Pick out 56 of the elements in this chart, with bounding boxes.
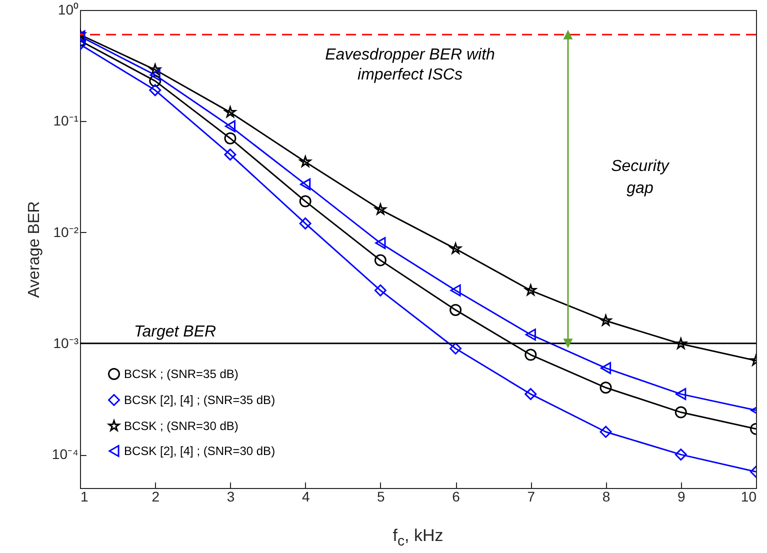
point	[299, 195, 312, 208]
legend-label: BCSK [2], [4] ; (SNR=30 dB)	[124, 444, 276, 458]
point	[149, 74, 162, 87]
point	[600, 362, 612, 374]
point	[224, 148, 236, 161]
point	[674, 406, 687, 418]
point	[150, 69, 160, 82]
annotation: Security gap	[611, 158, 670, 197]
point	[524, 388, 537, 400]
legend-label: BCSK ; (SNR=30 dB)	[124, 419, 238, 433]
ref-line-label: Eavesdropper BER with imperfect ISCs	[325, 46, 496, 84]
ref-line-label: Target BER	[134, 323, 216, 340]
x-tick-label: 10	[740, 488, 757, 504]
point	[450, 304, 462, 316]
x-tick-label: 8	[602, 488, 610, 504]
point	[375, 237, 386, 250]
point	[224, 106, 236, 118]
y-tick-label: 10⁻²	[53, 224, 79, 240]
point	[524, 284, 536, 296]
legend-label: BCSK ; (SNR=35 dB)	[124, 367, 238, 381]
point	[374, 204, 386, 215]
point	[224, 120, 236, 132]
y-tick-label: 10⁰	[58, 2, 78, 18]
x-tick-label: 6	[452, 488, 460, 504]
x-tick-label: 1	[80, 488, 88, 504]
x-tick-label: 2	[152, 488, 160, 504]
x-tick-label: 9	[677, 488, 686, 504]
legend-label: BCSK [2], [4] ; (SNR=35 dB)	[124, 393, 276, 407]
point	[450, 242, 462, 254]
point	[600, 314, 612, 326]
point	[300, 156, 312, 167]
point	[450, 342, 462, 354]
x-tick-label: 5	[377, 488, 386, 504]
y-axis-title: Average BER	[26, 201, 43, 298]
point	[299, 217, 312, 230]
x-tick-label: 4	[302, 488, 310, 504]
point	[600, 426, 612, 438]
point	[675, 338, 687, 349]
point	[300, 178, 311, 190]
y-tick-label: 10⁻³	[53, 334, 79, 351]
point	[224, 132, 236, 144]
point	[374, 254, 386, 266]
point	[674, 448, 687, 461]
x-axis-title: f$_{c}$, kHz	[392, 526, 444, 550]
point	[600, 382, 612, 394]
point	[374, 284, 386, 296]
point	[149, 84, 162, 96]
point	[149, 64, 161, 75]
y-tick-label: 10⁻⁴	[52, 446, 78, 462]
y-tick-label: 10⁻¹	[53, 112, 79, 129]
point	[450, 284, 461, 296]
x-tick-label: 3	[226, 488, 235, 504]
point	[524, 348, 537, 361]
x-tick-label: 7	[527, 488, 536, 504]
point	[525, 328, 536, 341]
point	[676, 388, 686, 400]
